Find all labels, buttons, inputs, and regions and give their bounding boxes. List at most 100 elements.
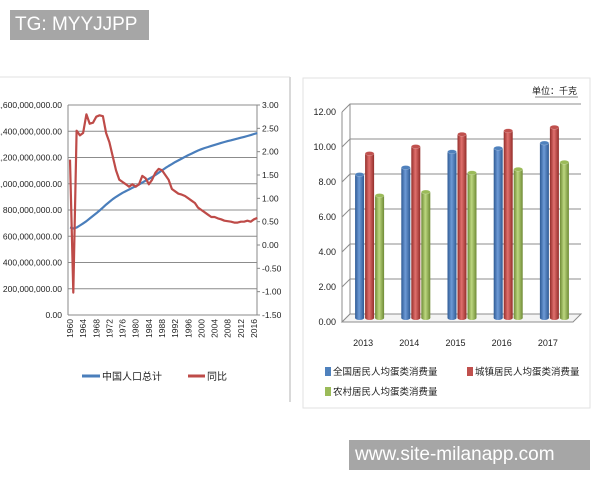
- right-axis-tick-label: -0.50: [262, 263, 282, 273]
- x-axis-tick-label: 2012: [236, 319, 246, 338]
- left-axis-tick-label: 1,400,000,000.00: [0, 126, 62, 136]
- national-bar-cap: [539, 140, 550, 146]
- national-bar-base: [493, 316, 503, 320]
- watermark-bottom: www.site-milanapp.com: [349, 440, 590, 470]
- y-axis-tick-label: 6.00: [318, 212, 336, 222]
- national-bar: [539, 143, 549, 318]
- urban-bar-cap: [411, 144, 421, 149]
- legend-swatch-urban: [467, 367, 473, 376]
- x-axis-tick-label: 1988: [157, 319, 167, 338]
- egg-consumption-bar-chart: 0.00 2.00 4.00 6.00 8.00 10.00 12.00 2013 2014 20…: [313, 85, 583, 398]
- national-bar: [355, 174, 365, 318]
- rural-bar-base: [513, 316, 523, 320]
- urban-bar-base: [411, 316, 421, 320]
- national-bar-base: [401, 316, 411, 320]
- rural-bar-base: [467, 316, 477, 320]
- y-axis-tick-label: 8.00: [318, 177, 336, 187]
- urban-bar: [365, 153, 375, 318]
- left-axis-tick-label: 1,200,000,000.00: [0, 153, 62, 163]
- left-axis-tick-label: 600,000,000.00: [3, 231, 62, 241]
- population-series-line: [69, 132, 258, 230]
- urban-bar-base: [365, 316, 375, 320]
- urban-bar-cap: [457, 132, 467, 137]
- rural-bar-cap: [559, 160, 570, 165]
- legend-swatch-national: [325, 367, 331, 376]
- national-bar-cap: [401, 165, 411, 170]
- left-axis-tick-label: 400,000,000.00: [3, 258, 62, 268]
- x-axis-tick-label: 2004: [210, 319, 220, 338]
- urban-bar-cap: [503, 128, 513, 133]
- x-axis-tick-label: 2013: [353, 338, 373, 348]
- y-axis-tick-label: 0.00: [318, 317, 336, 327]
- x-axis-tick-label: 1972: [104, 319, 114, 338]
- urban-bar-base: [457, 316, 467, 320]
- rural-bar: [421, 192, 431, 318]
- x-axis-tick-label: 1992: [170, 319, 180, 338]
- legend-label-rural: 农村居民人均蛋类消费量: [333, 386, 438, 398]
- legend-label-urban: 城镇居民人均蛋类消费量: [475, 366, 580, 378]
- right-panel-border: [302, 77, 591, 409]
- rural-bar-base: [421, 316, 431, 320]
- growth-series-line: [68, 113, 258, 294]
- x-axis-tick-label: 2008: [223, 319, 233, 338]
- right-axis-tick-label: 3.00: [262, 100, 279, 110]
- rural-bar-cap: [467, 170, 477, 175]
- rural-bar: [467, 172, 477, 318]
- national-bar: [493, 148, 503, 318]
- rural-bar: [559, 162, 569, 318]
- national-bar-base: [447, 316, 457, 320]
- urban-bar-cap: [364, 151, 375, 156]
- x-axis-tick-label: 2017: [538, 338, 558, 348]
- watermark-top: TG: MYYJJPP: [10, 10, 149, 40]
- urban-bar: [457, 134, 467, 318]
- right-axis-tick-label: 0.00: [262, 240, 279, 250]
- rural-bar-cap: [421, 189, 431, 195]
- urban-bar: [411, 146, 421, 318]
- right-axis-tick-label: 1.00: [262, 193, 279, 203]
- y-axis-tick-label: 12.00: [313, 107, 336, 117]
- rural-bar: [513, 169, 523, 318]
- x-axis-tick-label: 2000: [196, 319, 206, 338]
- national-bar-cap: [493, 146, 503, 151]
- rural-bar-cap: [374, 193, 385, 198]
- x-axis-tick-label: 2016: [492, 338, 512, 348]
- gridline: [341, 103, 581, 113]
- national-bar-cap: [354, 172, 365, 177]
- legend-label-growth: 同比: [207, 371, 227, 383]
- urban-bar: [503, 130, 513, 318]
- y-axis-tick-label: 4.00: [318, 247, 336, 257]
- population-line-chart: 0.00 200,000,000.00 400,000,000.00 600,000,…: [0, 100, 282, 383]
- x-axis-tick-label: 1960: [65, 319, 75, 338]
- x-axis-tick-label: 2015: [445, 338, 465, 348]
- legend-swatch-rural: [325, 387, 331, 396]
- left-axis-tick-label: 800,000,000.00: [3, 205, 62, 215]
- y-axis-tick-label: 10.00: [313, 142, 336, 152]
- left-axis-tick-label: 1,600,000,000.00: [0, 100, 62, 110]
- urban-bar-base: [549, 316, 559, 320]
- x-axis-tick-label: 2016: [249, 319, 259, 338]
- x-axis-tick-label: 1964: [78, 319, 88, 338]
- left-axis-tick-label: 200,000,000.00: [3, 284, 62, 294]
- x-axis-tick-label: 1968: [91, 319, 101, 338]
- national-bar-cap: [447, 149, 457, 154]
- x-axis-tick-label: 2014: [399, 338, 419, 348]
- x-axis-tick-label: 1984: [144, 319, 154, 338]
- legend-label-national: 全国居民人均蛋类消费量: [333, 366, 438, 378]
- national-bar-base: [539, 316, 549, 320]
- rural-bar-cap: [513, 167, 523, 172]
- right-axis-tick-label: -1.00: [262, 287, 282, 297]
- right-axis-tick-label: 1.50: [262, 170, 279, 180]
- national-bar: [401, 167, 411, 318]
- urban-bar-cap: [549, 125, 560, 130]
- right-axis-tick-label: 2.50: [262, 123, 279, 133]
- urban-bar: [549, 127, 559, 318]
- national-bar-base: [355, 316, 365, 320]
- left-axis-tick-label: 0.00: [45, 310, 62, 320]
- rural-bar-base: [559, 316, 569, 320]
- rural-bar-base: [375, 316, 385, 320]
- y-axis-tick-label: 2.00: [318, 282, 336, 292]
- unit-label: 单位：千克: [532, 85, 577, 96]
- right-axis-tick-label: 0.50: [262, 217, 279, 227]
- rural-bar: [375, 195, 385, 318]
